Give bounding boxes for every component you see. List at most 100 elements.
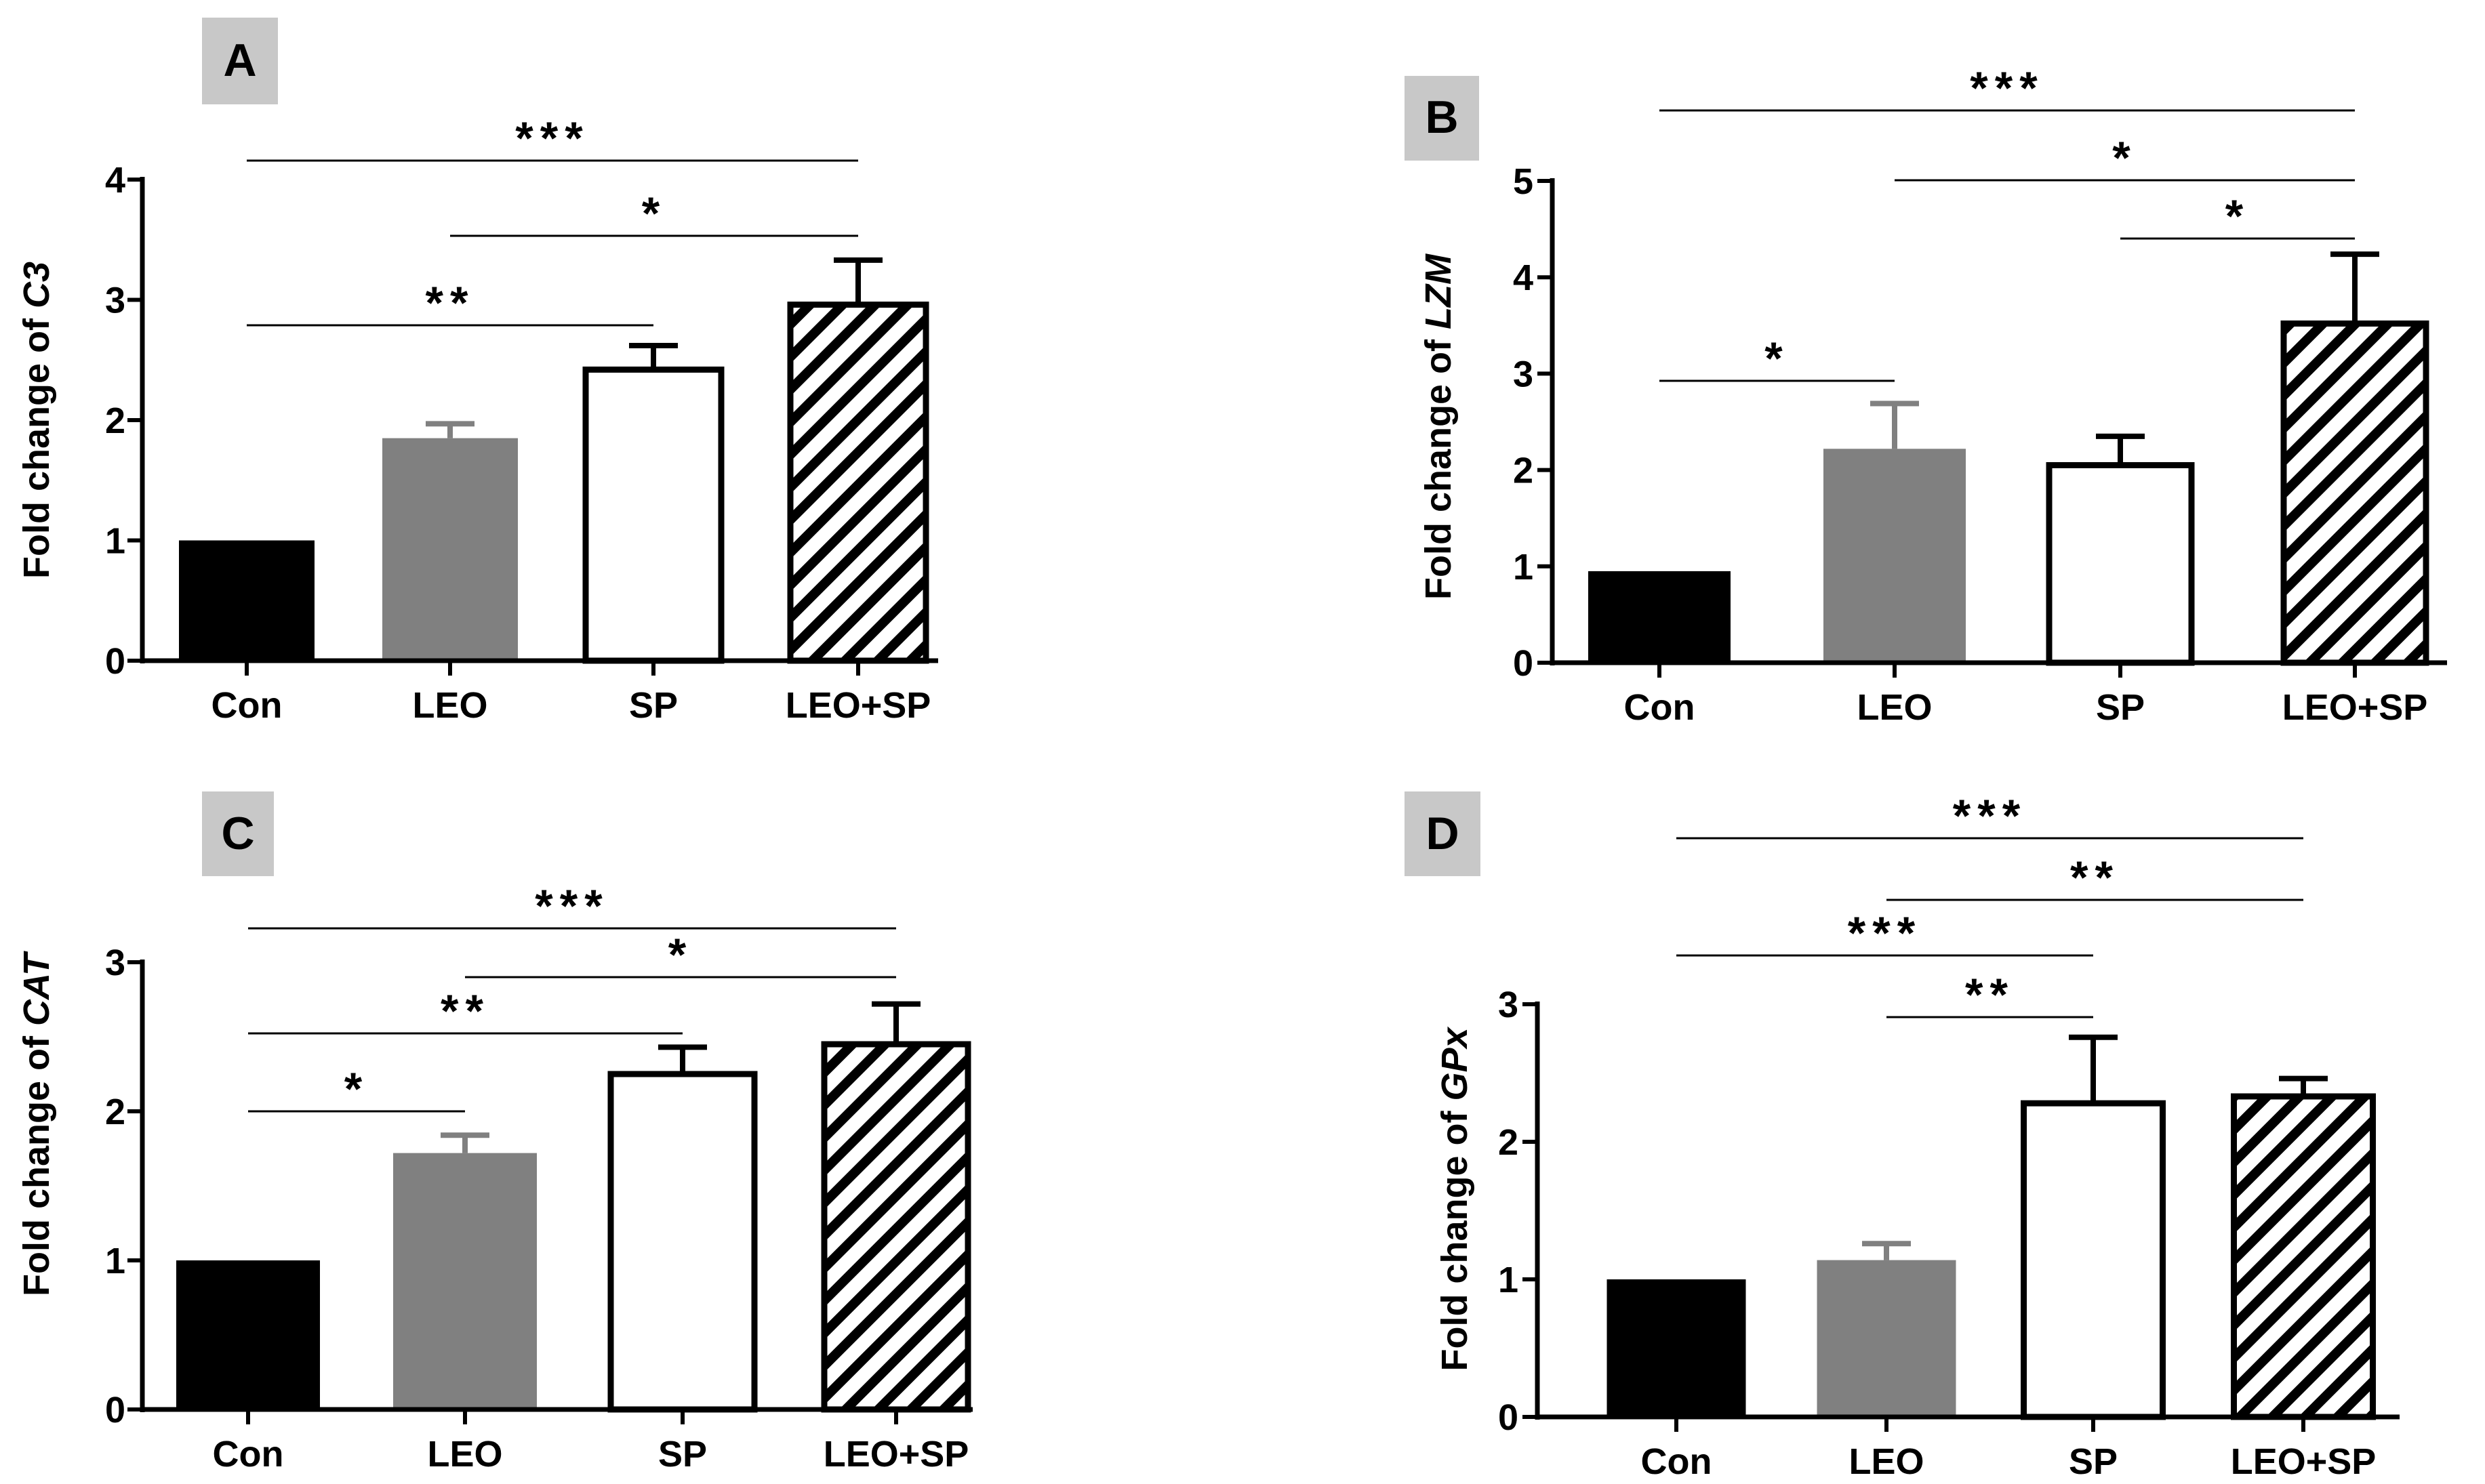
panel-b-significance-bracket: * — [1659, 333, 1895, 384]
panel-d-x-tick-label: LEO — [1848, 1441, 1924, 1482]
panel-b-significance-label: * — [2112, 132, 2137, 184]
panel-d-x-tick-label: Con — [1641, 1441, 1712, 1482]
panel-b-significance-label: *** — [1970, 62, 2044, 114]
panel-a-x-tick-label: LEO+SP — [786, 685, 931, 726]
panel-a-y-tick-label: 1 — [105, 521, 125, 562]
panel-b-error-bar-leo — [1870, 400, 1919, 449]
panel-d-bar-sp — [2021, 1100, 2166, 1420]
panel-b-x-tick-label: LEO — [1857, 687, 1932, 728]
panel-b-bar-leo-sp — [2280, 320, 2429, 666]
panel-a-x-tick-label: SP — [629, 685, 678, 726]
panel-d-significance-bracket: ** — [1886, 969, 2093, 1021]
panel-b-significance-bracket: * — [1895, 132, 2355, 184]
panel-d-y-tick-label: 0 — [1498, 1397, 1518, 1438]
panel-b-bar-con — [1588, 571, 1731, 663]
panel-a-significance-label: ** — [426, 277, 475, 329]
panel-c-significance-label: ** — [441, 985, 490, 1037]
panel-c-label-bg — [202, 791, 274, 876]
panel-c-x-tick-label: SP — [658, 1434, 707, 1475]
panel-c-bar-con — [176, 1260, 320, 1409]
panel-c-error-bar-leo-sp — [872, 1001, 921, 1044]
panel-d-x-tick-label: LEO+SP — [2231, 1441, 2377, 1482]
panel-a-significance-label: * — [642, 188, 666, 239]
panel-b-x-tick-label: SP — [2096, 687, 2145, 728]
panel-d-error-bar-leo-sp — [2279, 1075, 2328, 1097]
panel-b-x-tick-label: LEO+SP — [2282, 687, 2428, 728]
panel-b-significance-bracket: * — [2120, 190, 2355, 242]
panel-d-label-bg — [1405, 791, 1480, 876]
panel-b-significance-label: * — [2225, 190, 2250, 242]
panel-d-y-tick-label: 2 — [1498, 1122, 1518, 1163]
panel-b-label: B — [1405, 76, 1479, 161]
panel-b-y-tick-label: 3 — [1513, 354, 1533, 394]
panel-a-letter: A — [223, 35, 256, 86]
panel-a-label-bg — [202, 18, 278, 104]
panel-d-significance-label: *** — [1848, 907, 1922, 959]
panel-c-significance-label: *** — [535, 880, 609, 932]
panel-c-y-axis-label: Fold change of CAT — [16, 951, 57, 1296]
panel-c-label: C — [202, 791, 274, 876]
panel-c-bar-sp — [607, 1071, 758, 1413]
panel-b-y-tick-label: 5 — [1513, 161, 1533, 202]
panel-c-significance-bracket: ** — [248, 985, 683, 1037]
panel-b-letter: B — [1425, 91, 1458, 143]
panel-c-significance-bracket: * — [248, 1063, 465, 1115]
panel-a-y-tick-label: 2 — [105, 400, 125, 441]
panel-c-significance-bracket: *** — [248, 880, 896, 932]
panel-c-y-tick-label: 0 — [105, 1390, 125, 1430]
panel-d-significance-bracket: *** — [1676, 907, 2093, 959]
panel-c-significance-bracket: * — [465, 929, 896, 981]
panel-d-significance-bracket: ** — [1886, 852, 2303, 903]
panel-b-y-tick-label: 4 — [1513, 257, 1533, 298]
panel-c-error-bar-sp — [658, 1044, 707, 1074]
panel-a-significance-label: *** — [515, 112, 589, 164]
panel-d-significance-bracket: *** — [1676, 790, 2303, 842]
panel-d-error-bar-sp — [2069, 1034, 2118, 1104]
panel-b-x-tick-label: Con — [1624, 687, 1695, 728]
panel-c-letter: C — [221, 808, 254, 859]
panel-c-y-tick-label: 2 — [105, 1092, 125, 1132]
panel-b-bar-sp — [2046, 461, 2195, 666]
panel-d-significance-label: ** — [1965, 969, 2015, 1021]
panel-c-x-tick-label: LEO+SP — [824, 1434, 969, 1475]
panel-d-y-tick-label: 1 — [1498, 1260, 1518, 1300]
panel-b-y-axis-label: Fold change of LZM — [1418, 253, 1459, 600]
panel-a-error-bar-sp — [629, 342, 678, 370]
panel-b-label-bg — [1405, 76, 1479, 161]
panel-a-significance-bracket: *** — [247, 112, 858, 164]
panel-b-error-bar-sp — [2096, 433, 2145, 466]
panel-c-bar-leo-sp — [821, 1041, 971, 1413]
panel-c-significance-label: * — [668, 929, 693, 981]
panel-a-bar-leo — [382, 438, 518, 661]
panel-b-significance-bracket: *** — [1659, 62, 2355, 114]
panel-c-significance-label: * — [344, 1063, 369, 1115]
panel-d-letter: D — [1426, 808, 1459, 859]
panel-a-error-bar-leo-sp — [834, 257, 883, 305]
panel-c-y-tick-label: 3 — [105, 943, 125, 983]
panel-b-y-tick-label: 2 — [1513, 451, 1533, 491]
panel-c-x-tick-label: Con — [213, 1434, 284, 1475]
panel-c-y-tick-label: 1 — [105, 1241, 125, 1281]
panel-a-x-tick-label: LEO — [412, 685, 487, 726]
panel-a-y-axis-label: Fold change of C3 — [16, 262, 57, 579]
panel-d-x-tick-label: SP — [2069, 1441, 2118, 1482]
panel-a-y-tick-label: 3 — [105, 281, 125, 321]
panel-d-significance-label: *** — [1953, 790, 2027, 842]
panel-a-error-bar-leo — [426, 421, 474, 438]
panel-a-label: A — [202, 18, 278, 104]
panel-d-bar-con — [1607, 1279, 1746, 1417]
panel-d-error-bar-leo — [1862, 1241, 1911, 1260]
panel-a-y-tick-label: 0 — [105, 641, 125, 682]
panel-d-y-axis-label: Fold change of GPx — [1434, 1027, 1475, 1372]
panel-a-bar-con — [179, 540, 315, 661]
panel-a-bar-leo-sp — [787, 302, 929, 664]
panel-c-bar-leo — [393, 1153, 537, 1409]
panel-b-y-tick-label: 0 — [1513, 643, 1533, 684]
